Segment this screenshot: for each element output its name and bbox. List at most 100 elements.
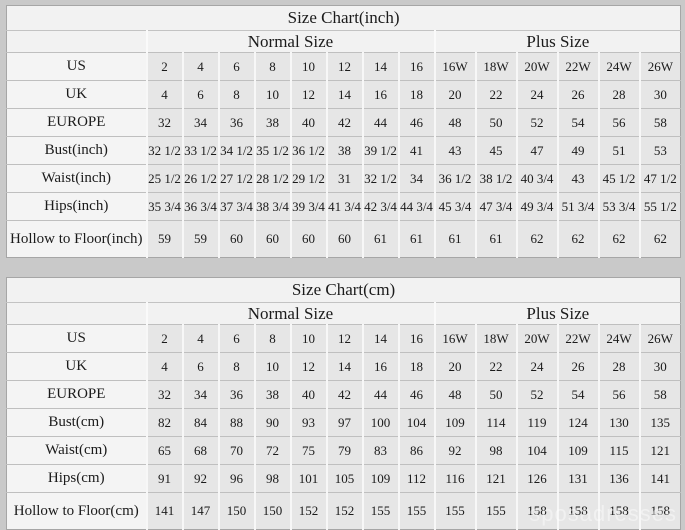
size-cell: 47 3/4 (474, 192, 517, 221)
size-cell: 14 (325, 352, 363, 381)
size-cell: 20W (515, 52, 558, 81)
size-cell: 45 3/4 (433, 192, 476, 221)
size-cell: 39 1/2 (361, 136, 399, 165)
size-cell: 24W (597, 324, 640, 353)
size-cell: 8 (253, 52, 291, 81)
table-row: Bust(cm) 82 84 88 90 93 97 100 104 109 114 119 124 13… (6, 408, 681, 437)
size-cell: 22W (556, 52, 599, 81)
size-cell: 92 (433, 436, 476, 465)
size-cell: 147 (181, 492, 219, 530)
size-cell: 50 (474, 108, 517, 137)
size-cell: 34 (181, 108, 219, 137)
size-cell: 20W (515, 324, 558, 353)
size-cell: 28 1/2 (253, 164, 291, 193)
size-cell: 141 (145, 492, 183, 530)
row-label: EUROPE (6, 380, 147, 409)
size-cell: 18 (397, 352, 435, 381)
size-cell: 38 1/2 (474, 164, 517, 193)
size-cell: 101 (289, 464, 327, 493)
size-cell: 37 3/4 (217, 192, 255, 221)
size-cell: 115 (597, 436, 640, 465)
size-cell: 48 (433, 380, 476, 409)
size-cell: 22 (474, 80, 517, 109)
size-cell: 109 (361, 464, 399, 493)
row-label: US (6, 324, 147, 353)
size-cell: 65 (145, 436, 183, 465)
row-label: EUROPE (6, 108, 147, 137)
size-cell: 44 (361, 108, 399, 137)
size-cell: 141 (638, 464, 681, 493)
size-cell: 26 1/2 (181, 164, 219, 193)
size-cell: 40 3/4 (515, 164, 558, 193)
size-cell: 150 (253, 492, 291, 530)
size-cell: 51 (597, 136, 640, 165)
size-cell: 25 1/2 (145, 164, 183, 193)
size-cell: 31 (325, 164, 363, 193)
row-label: US (6, 52, 147, 81)
size-cell: 42 (325, 380, 363, 409)
size-cell: 12 (289, 352, 327, 381)
size-cell: 105 (325, 464, 363, 493)
size-cell: 56 (597, 380, 640, 409)
size-cell: 24 (515, 80, 558, 109)
size-cell: 22 (474, 352, 517, 381)
size-cell: 35 1/2 (253, 136, 291, 165)
size-cell: 124 (556, 408, 599, 437)
size-cell: 24 (515, 352, 558, 381)
size-cell: 58 (638, 380, 681, 409)
size-cell: 33 1/2 (181, 136, 219, 165)
size-cell: 6 (217, 52, 255, 81)
size-cell: 50 (474, 380, 517, 409)
size-cell: 47 (515, 136, 558, 165)
size-cell: 32 1/2 (361, 164, 399, 193)
corner-cell (6, 30, 147, 53)
size-cell: 43 (433, 136, 476, 165)
size-cell: 29 1/2 (289, 164, 327, 193)
size-cell: 16W (433, 52, 476, 81)
size-cell: 62 (556, 220, 599, 258)
size-cell: 60 (289, 220, 327, 258)
size-cell: 35 3/4 (145, 192, 183, 221)
table-row: EUROPE 32 34 36 38 40 42 44 46 48 50 52 54 56 58 (6, 380, 681, 409)
size-cell: 109 (556, 436, 599, 465)
size-cell: 45 1/2 (597, 164, 640, 193)
size-cell: 38 (325, 136, 363, 165)
size-cell: 10 (253, 80, 291, 109)
size-cell: 49 3/4 (515, 192, 558, 221)
table-title: Size Chart(inch) (6, 5, 681, 31)
size-cell: 30 (638, 80, 681, 109)
size-cell: 46 (397, 380, 435, 409)
size-cell: 84 (181, 408, 219, 437)
table-row: US 2 4 6 8 10 12 14 16 16W 18W 20W 22W 24W 26W (6, 324, 681, 353)
size-cell: 58 (638, 108, 681, 137)
size-cell: 38 (253, 108, 291, 137)
corner-cell (6, 302, 147, 325)
size-cell: 22W (556, 324, 599, 353)
size-cell: 47 1/2 (638, 164, 681, 193)
size-cell: 112 (397, 464, 435, 493)
size-cell: 55 1/2 (638, 192, 681, 221)
size-cell: 104 (515, 436, 558, 465)
size-cell: 155 (474, 492, 517, 530)
row-label: Hollow to Floor(cm) (6, 492, 147, 530)
size-cell: 93 (289, 408, 327, 437)
size-cell: 119 (515, 408, 558, 437)
size-cell: 40 (289, 380, 327, 409)
size-cell: 152 (289, 492, 327, 530)
size-cell: 136 (597, 464, 640, 493)
size-cell: 2 (145, 52, 183, 81)
row-label: Hips(cm) (6, 464, 147, 493)
size-cell: 26W (638, 324, 681, 353)
row-label: Bust(cm) (6, 408, 147, 437)
size-cell: 45 (474, 136, 517, 165)
size-cell: 16 (397, 52, 435, 81)
size-cell: 126 (515, 464, 558, 493)
size-cell: 92 (181, 464, 219, 493)
table-row: UK 4 6 8 10 12 14 16 18 20 22 24 26 28 30 (6, 352, 681, 381)
size-cell: 53 (638, 136, 681, 165)
size-cell: 54 (556, 108, 599, 137)
table-row: Hips(cm) 91 92 96 98 101 105 109 112 116 121 126 131… (6, 464, 681, 493)
size-cell: 2 (145, 324, 183, 353)
size-cell: 41 (397, 136, 435, 165)
